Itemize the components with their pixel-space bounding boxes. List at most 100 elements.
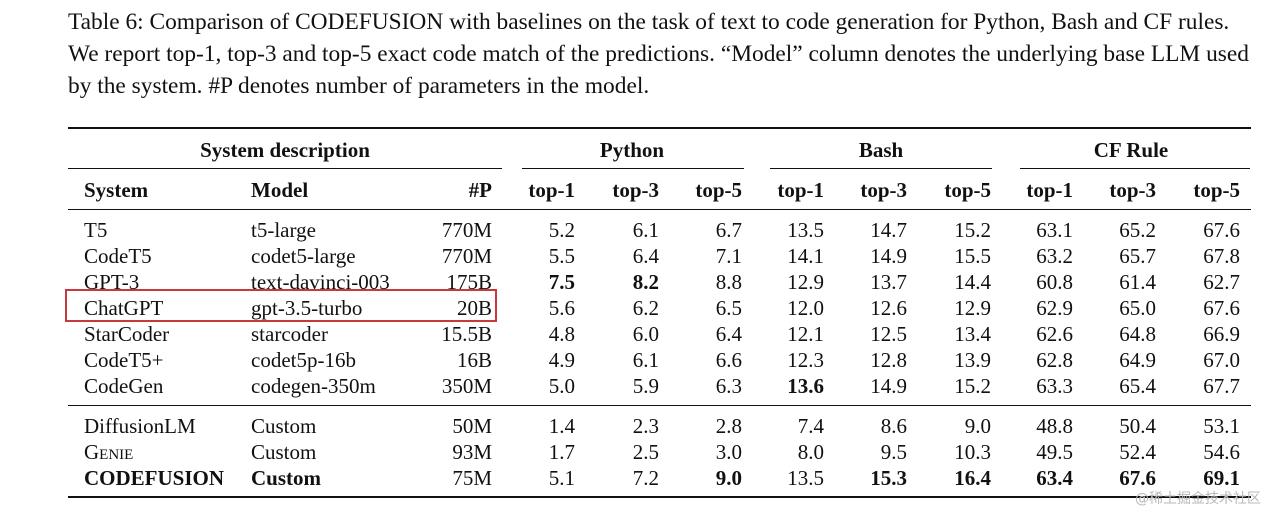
cell-value: 5.0 [548,374,575,398]
cell-value: 12.0 [787,296,824,320]
cell-value: 65.2 [1119,218,1156,242]
cell-value: 69.1 [1203,466,1240,490]
cell-value: 52.4 [1119,440,1156,464]
cell-params: 770M [441,218,492,242]
cell-system: CodeGen [84,374,164,398]
cell-value: 14.7 [870,218,907,242]
cell-value: 65.7 [1119,244,1156,268]
column-header: top-1 [1026,178,1073,202]
cell-value: 7.1 [715,244,742,268]
cell-value: 53.1 [1203,414,1240,438]
column-header: #P [468,178,492,202]
cell-value: 5.9 [632,374,659,398]
cell-value: 12.6 [870,296,907,320]
cell-value: 48.8 [1036,414,1073,438]
cell-value: 4.9 [548,348,575,372]
cell-value: 14.1 [787,244,824,268]
cell-params: 350M [441,374,492,398]
cell-value: 5.1 [548,466,575,490]
group-header: System description [200,138,370,162]
cell-value: 62.6 [1036,322,1073,346]
cell-value: 8.8 [715,270,742,294]
column-header: top-5 [944,178,991,202]
cell-value: 13.7 [870,270,907,294]
cell-value: 67.6 [1119,466,1156,490]
cell-params: 75M [452,466,492,490]
cell-system: ChatGPT [84,296,164,320]
cell-value: 1.7 [548,440,575,464]
cell-value: 6.4 [715,322,742,346]
cell-value: 12.5 [870,322,907,346]
cell-value: 9.0 [964,414,991,438]
group-header: CF Rule [1093,138,1169,162]
cell-value: 1.4 [548,414,575,438]
cell-value: 13.9 [954,348,991,372]
cell-value: 61.4 [1119,270,1156,294]
cell-value: 2.3 [632,414,659,438]
cell-value: 6.3 [715,374,742,398]
cell-model: starcoder [251,322,328,346]
cell-value: 6.0 [632,322,659,346]
cell-value: 15.2 [954,374,991,398]
cell-model: Custom [251,440,317,464]
cell-value: 12.3 [787,348,824,372]
cell-system: T5 [84,218,108,242]
cell-value: 7.5 [548,270,575,294]
header-rule [68,209,1251,210]
cell-value: 66.9 [1203,322,1240,346]
cell-value: 54.6 [1203,440,1240,464]
group-header: Python [599,138,665,162]
cell-value: 5.6 [548,296,575,320]
cell-value: 14.9 [870,374,907,398]
column-header: Model [251,178,309,202]
cell-model: Custom [251,466,322,490]
watermark: @稀土掘金技术社区 [1135,491,1261,507]
cell-value: 62.9 [1036,296,1073,320]
top-rule [68,127,1251,129]
cell-value: 13.5 [787,218,824,242]
cell-value: 8.0 [797,440,824,464]
cell-value: 2.5 [632,440,659,464]
cell-value: 63.3 [1036,374,1073,398]
cell-value: 64.8 [1119,322,1156,346]
cell-value: 15.5 [954,244,991,268]
cell-value: 15.3 [870,466,907,490]
bottom-rule [68,496,1251,498]
column-header: top-5 [1193,178,1240,202]
cell-value: 9.5 [880,440,907,464]
cell-value: 6.7 [715,218,742,242]
cell-value: 15.2 [954,218,991,242]
cell-value: 10.3 [954,440,991,464]
cell-system: Genie [84,440,134,464]
cell-value: 14.4 [954,270,991,294]
cell-value: 7.4 [797,414,824,438]
column-header: top-5 [695,178,742,202]
cell-value: 63.2 [1036,244,1073,268]
cell-value: 14.9 [870,244,907,268]
cell-value: 5.2 [548,218,575,242]
cell-value: 12.9 [787,270,824,294]
column-header: top-1 [528,178,575,202]
cell-params: 15.5B [441,322,492,346]
cell-model: t5-large [251,218,316,242]
cmid-python [522,168,744,169]
cell-value: 50.4 [1119,414,1156,438]
cell-value: 6.6 [715,348,742,372]
cell-value: 13.6 [787,374,824,398]
cell-value: 6.1 [632,348,659,372]
cell-value: 67.6 [1203,296,1240,320]
cell-params: 770M [441,244,492,268]
cell-value: 9.0 [715,466,742,490]
cell-value: 12.1 [787,322,824,346]
cell-value: 4.8 [548,322,575,346]
cell-value: 6.4 [632,244,659,268]
cell-value: 2.8 [715,414,742,438]
cell-value: 65.0 [1119,296,1156,320]
cell-system: DiffusionLM [84,414,196,438]
cell-value: 6.1 [632,218,659,242]
column-header: top-1 [777,178,824,202]
cell-value: 67.0 [1203,348,1240,372]
cell-value: 62.7 [1203,270,1240,294]
cell-value: 63.4 [1036,466,1073,490]
system-name: CODEFUSION [295,9,444,35]
